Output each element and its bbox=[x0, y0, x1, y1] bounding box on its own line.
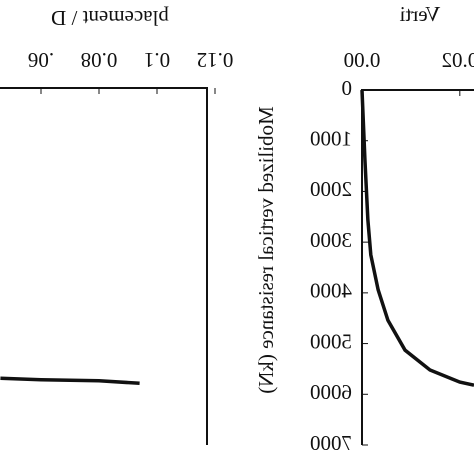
x-tick-label: 0.00 bbox=[344, 48, 381, 72]
x-tick-label: 0.12 bbox=[197, 48, 234, 72]
x-tick-label: 0.08 bbox=[81, 48, 118, 72]
x-tick-label: 0.02 bbox=[441, 48, 474, 72]
y-tick-label: 7000 bbox=[310, 431, 352, 455]
left-frame bbox=[0, 87, 208, 445]
y-tick-label: 6000 bbox=[310, 380, 352, 404]
y-tick-label: 2000 bbox=[310, 177, 352, 201]
right-frame bbox=[361, 89, 474, 445]
y-tick-label: 5000 bbox=[310, 329, 352, 353]
y-axis-label: Mobilized vertical resistance (kN) bbox=[254, 106, 278, 393]
data-line bbox=[0, 376, 140, 386]
right-title: Verti bbox=[399, 2, 440, 26]
data-line bbox=[360, 89, 474, 387]
left-title: placement / D bbox=[51, 6, 169, 30]
y-tick-label: 1000 bbox=[310, 127, 352, 151]
y-tick-label: 4000 bbox=[310, 279, 352, 303]
y-tick-label: 0 bbox=[342, 76, 353, 100]
x-tick-label: .06 bbox=[28, 48, 54, 72]
x-tick-label: 0.1 bbox=[144, 48, 170, 72]
y-tick-label: 3000 bbox=[310, 228, 352, 252]
